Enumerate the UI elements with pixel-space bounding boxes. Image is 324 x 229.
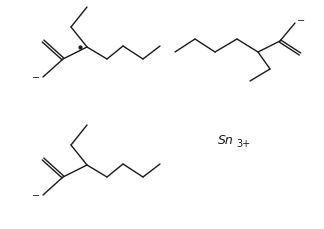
Text: −: − [32, 73, 40, 83]
Text: 3+: 3+ [236, 138, 250, 148]
Text: −: − [32, 190, 40, 200]
Text: Sn: Sn [218, 133, 234, 146]
Text: −: − [297, 16, 305, 26]
